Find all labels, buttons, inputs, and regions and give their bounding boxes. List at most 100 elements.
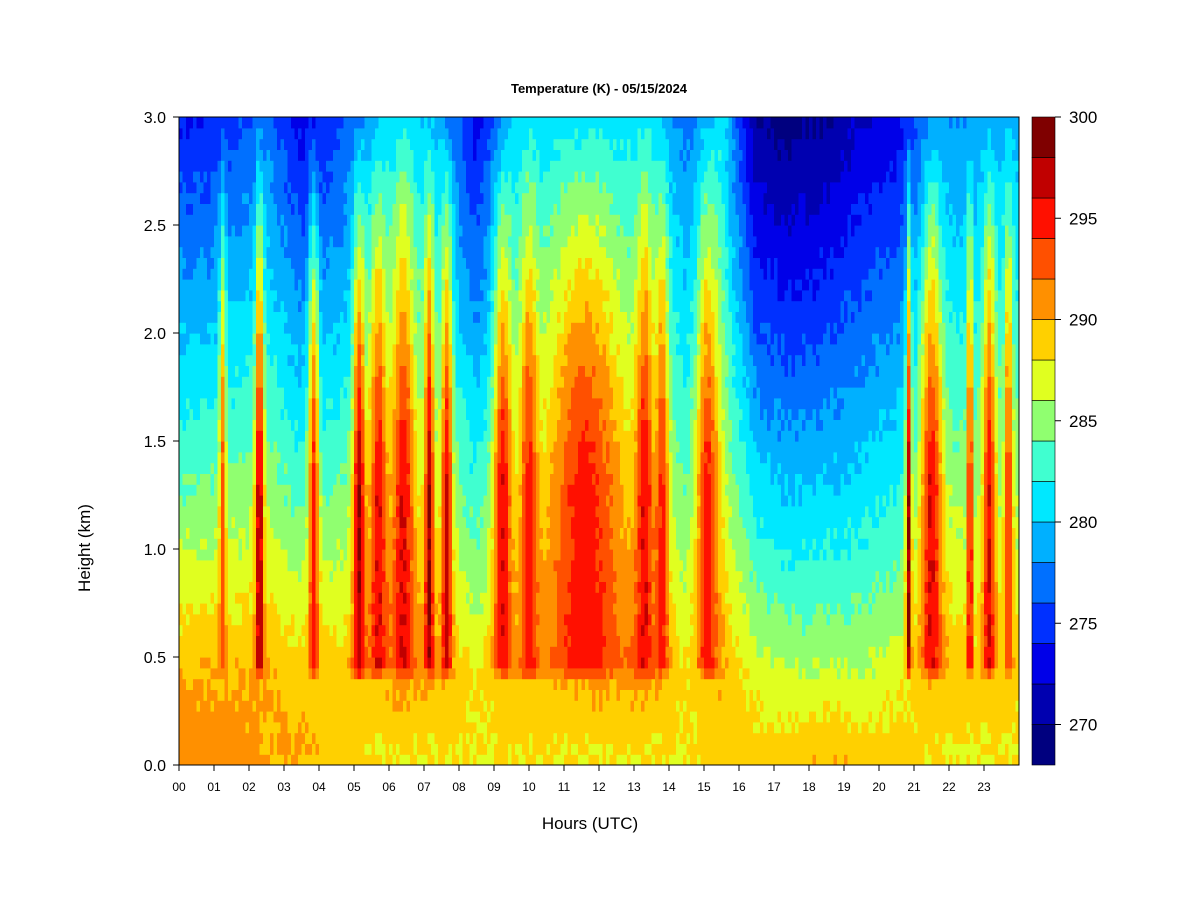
heat-cell	[287, 171, 292, 183]
heat-cell	[420, 430, 425, 442]
heat-cell	[231, 214, 236, 226]
heat-cell	[228, 689, 233, 701]
heat-cell	[322, 635, 327, 647]
heat-cell	[347, 181, 352, 194]
heat-cell	[469, 689, 474, 701]
heat-cell	[382, 700, 387, 712]
heat-cell	[200, 592, 205, 604]
heat-cell	[452, 160, 457, 172]
heat-cell	[417, 268, 422, 280]
heat-cell	[347, 646, 352, 658]
heat-cell	[382, 322, 387, 334]
heat-cell	[200, 743, 205, 755]
heat-cell	[238, 235, 243, 248]
heat-cell	[406, 657, 411, 669]
heat-cell	[448, 743, 453, 755]
heat-cell	[266, 646, 271, 658]
heat-cell	[347, 192, 352, 204]
heat-cell	[361, 700, 366, 712]
heat-cell	[347, 689, 352, 701]
heat-cell	[420, 257, 425, 269]
heat-cell	[182, 484, 187, 496]
heat-cell	[217, 462, 222, 474]
heat-cell	[196, 732, 201, 744]
heat-cell	[466, 516, 471, 528]
heat-cell	[445, 581, 450, 593]
heat-cell	[396, 257, 401, 269]
heat-cell	[301, 592, 306, 604]
heat-cell	[354, 721, 359, 734]
heat-cell	[392, 279, 397, 291]
heat-cell	[315, 322, 320, 334]
heat-cell	[326, 657, 331, 669]
heat-cell	[340, 160, 345, 172]
heat-cell	[445, 721, 450, 734]
heat-cell	[354, 516, 359, 528]
heat-cell	[420, 754, 425, 765]
heat-cell	[259, 300, 264, 312]
heat-cell	[238, 279, 243, 291]
heat-cell	[329, 160, 334, 172]
heat-cell	[462, 268, 467, 280]
heat-cell	[413, 311, 418, 323]
heat-cell	[427, 354, 432, 366]
heat-cell	[305, 732, 310, 744]
heat-cell	[385, 127, 390, 140]
heat-cell	[361, 160, 366, 172]
heat-cell	[301, 117, 306, 129]
heat-cell	[392, 397, 397, 410]
heat-cell	[329, 354, 334, 366]
heat-cell	[343, 333, 348, 345]
heat-cell	[245, 538, 250, 550]
heat-cell	[249, 171, 254, 183]
heat-cell	[403, 408, 408, 420]
heat-cell	[196, 203, 201, 215]
heat-cell	[196, 160, 201, 172]
heat-cell	[420, 603, 425, 615]
heat-cell	[431, 354, 436, 366]
heat-cell	[196, 181, 201, 194]
heat-cell	[203, 181, 208, 194]
heat-cell	[245, 462, 250, 474]
heat-cell	[235, 570, 240, 582]
heat-cell	[252, 549, 257, 561]
heat-cell	[228, 376, 233, 388]
heat-cell	[336, 527, 341, 539]
heat-cell	[280, 603, 285, 615]
heat-cell	[210, 613, 215, 626]
heat-cell	[438, 257, 443, 269]
heat-cell	[305, 538, 310, 550]
heat-cell	[179, 203, 184, 215]
heat-cell	[392, 203, 397, 215]
heat-cell	[231, 700, 236, 712]
heat-cell	[217, 473, 222, 485]
heat-cell	[368, 365, 373, 377]
heat-cell	[420, 732, 425, 744]
heat-cell	[462, 527, 467, 539]
heat-cell	[263, 117, 268, 129]
heat-cell	[200, 657, 205, 669]
heat-cell	[228, 192, 233, 204]
heat-cell	[228, 257, 233, 269]
heat-cell	[361, 387, 366, 399]
heat-cell	[245, 365, 250, 377]
heat-cell	[193, 678, 198, 690]
heat-cell	[455, 171, 460, 183]
heat-cell	[203, 473, 208, 485]
heat-cell	[371, 527, 376, 539]
heat-cell	[382, 473, 387, 485]
heat-cell	[224, 160, 229, 172]
heat-cell	[322, 192, 327, 204]
heat-cell	[263, 667, 268, 680]
heat-cell	[277, 322, 282, 334]
heat-cell	[231, 657, 236, 669]
heat-cell	[396, 127, 401, 140]
heat-cell	[427, 171, 432, 183]
heat-cell	[182, 678, 187, 690]
heat-cell	[462, 214, 467, 226]
heat-cell	[249, 300, 254, 312]
heat-cell	[368, 117, 373, 129]
heat-cell	[312, 624, 317, 636]
heat-cell	[252, 408, 257, 420]
heat-cell	[210, 505, 215, 518]
